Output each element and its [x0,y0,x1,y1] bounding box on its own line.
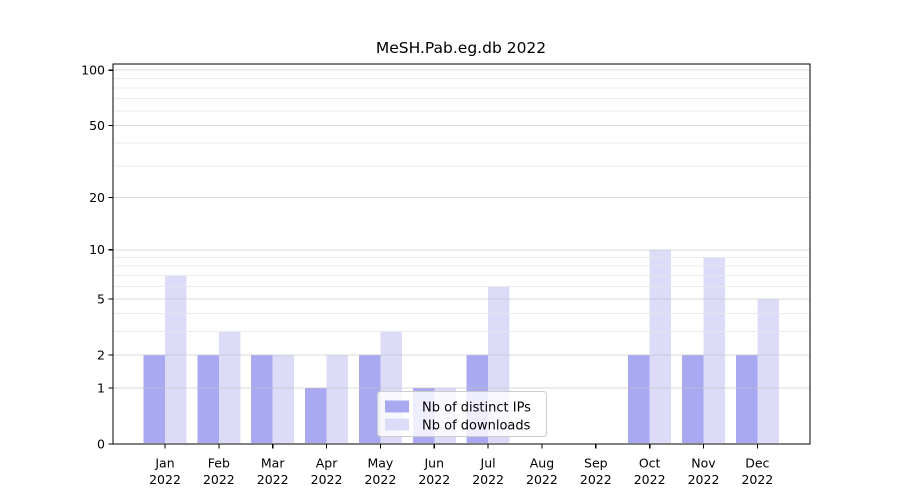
bar-nb-of-distinct-ips-may-2022 [358,355,381,444]
x-tick-label-year: 2022 [418,472,450,487]
bar-nb-of-distinct-ips-dec-2022 [735,355,758,444]
x-tick-label-year: 2022 [203,472,235,487]
legend-box [377,391,547,437]
bar-nb-of-downloads-apr-2022 [326,355,349,444]
y-tick-label: 20 [89,190,105,205]
x-tick-label-year: 2022 [741,472,773,487]
x-tick-label-year: 2022 [688,472,720,487]
y-tick-label: 1 [97,380,105,395]
bar-nb-of-distinct-ips-apr-2022 [305,387,327,444]
bar-nb-of-distinct-ips-jan-2022 [143,355,165,444]
bar-nb-of-downloads-jan-2022 [165,275,187,444]
x-tick-label-month: Mar [261,456,285,471]
x-tick-label-month: Jan [154,456,174,471]
x-tick-label-month: Jul [480,456,496,471]
x-tick-label-month: Nov [691,456,716,471]
x-tick-label-month: Apr [316,456,338,471]
gridlines-layer [114,69,809,389]
y-tick-label: 50 [89,118,105,133]
axes-layer [108,63,811,449]
chart-title: MeSH.Pab.eg.db 2022 [376,39,546,57]
x-tick-label-year: 2022 [472,472,504,487]
x-tick-label-month: Oct [639,456,661,471]
x-tick-label-year: 2022 [580,472,612,487]
x-tick-label-month: May [367,456,393,471]
bar-nb-of-downloads-nov-2022 [703,257,725,444]
x-tick-label-year: 2022 [526,472,558,487]
bar-nb-of-distinct-ips-oct-2022 [628,355,650,444]
bar-nb-of-downloads-dec-2022 [757,298,779,444]
x-tick-label-year: 2022 [311,472,343,487]
x-tick-label-month: Jun [423,456,444,471]
bar-nb-of-distinct-ips-nov-2022 [682,355,704,444]
x-tick-label-year: 2022 [257,472,289,487]
x-tick-label-month: Feb [208,456,230,471]
legend-swatch-downloads [385,418,409,431]
x-tick-label-month: Sep [584,456,608,471]
x-tick-label-month: Dec [745,456,769,471]
legend-label-downloads: Nb of downloads [422,419,531,434]
legend: Nb of distinct IPs Nb of downloads [377,391,547,437]
plot-frame [112,63,811,445]
legend-swatch-distinct-ips [385,400,409,413]
bar-nb-of-downloads-mar-2022 [272,355,295,444]
x-tick-label-year: 2022 [364,472,396,487]
x-tick-label-year: 2022 [634,472,666,487]
tick-labels-layer: 0125102050100Jan2022Feb2022Mar2022Apr202… [81,63,773,487]
y-tick-label: 10 [89,242,105,257]
x-tick-label-month: Aug [530,456,554,471]
legend-label-distinct-ips: Nb of distinct IPs [422,401,531,416]
y-tick-label: 0 [97,436,105,451]
bar-nb-of-distinct-ips-mar-2022 [251,355,273,444]
y-tick-label: 100 [81,63,105,78]
x-tick-label-year: 2022 [149,472,181,487]
y-tick-label: 5 [97,291,105,306]
y-tick-label: 2 [97,347,105,362]
bar-nb-of-downloads-oct-2022 [649,249,672,444]
bar-nb-of-distinct-ips-feb-2022 [197,355,219,444]
